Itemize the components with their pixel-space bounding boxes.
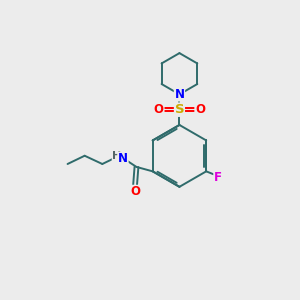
Text: N: N	[174, 88, 184, 101]
Text: O: O	[154, 103, 164, 116]
Text: F: F	[214, 171, 222, 184]
Text: O: O	[130, 185, 140, 199]
Text: H: H	[112, 151, 122, 161]
Text: S: S	[175, 103, 184, 116]
Text: O: O	[195, 103, 205, 116]
Text: N: N	[118, 152, 128, 165]
